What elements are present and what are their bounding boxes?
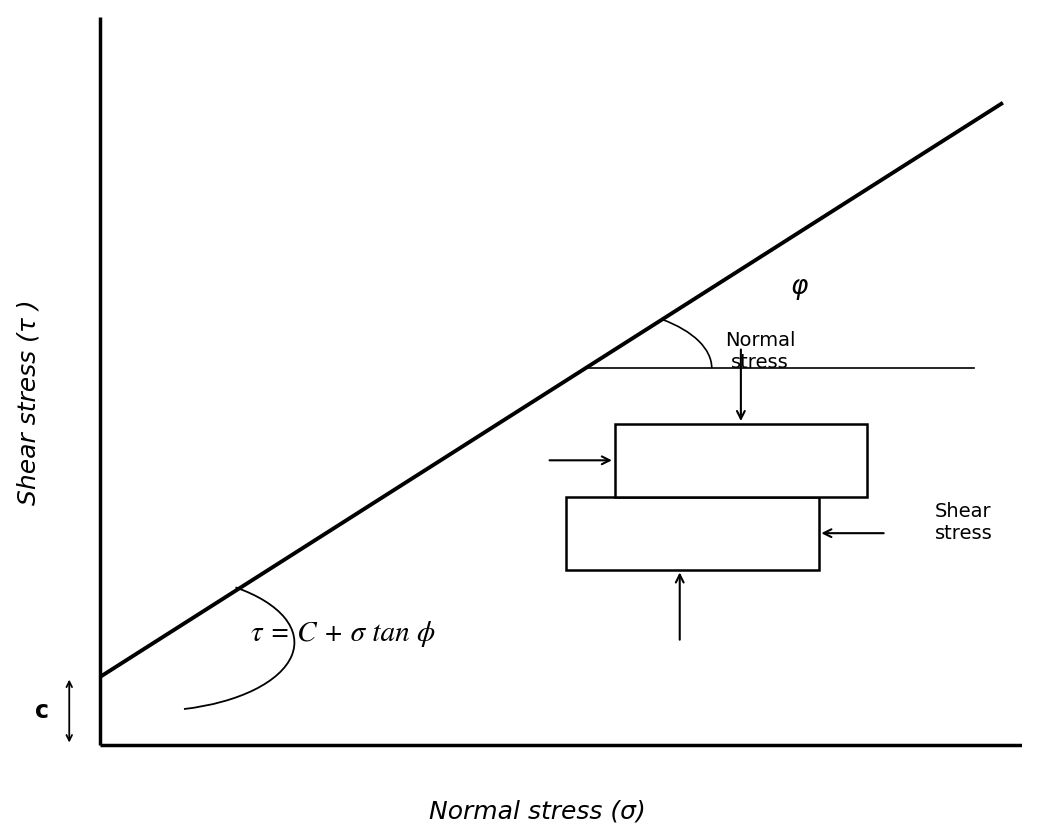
Text: φ: φ	[791, 274, 807, 300]
Text: c: c	[35, 699, 49, 723]
Bar	[566, 496, 819, 570]
Text: Shear
stress: Shear stress	[935, 502, 992, 543]
Y-axis label: Shear stress (τ ): Shear stress (τ )	[17, 300, 41, 505]
Text: Normal
stress: Normal stress	[725, 330, 796, 371]
Text: τ = C + σ tan ϕ: τ = C + σ tan ϕ	[250, 621, 435, 647]
Bar	[615, 424, 867, 496]
X-axis label: Normal stress (σ): Normal stress (σ)	[429, 800, 645, 823]
